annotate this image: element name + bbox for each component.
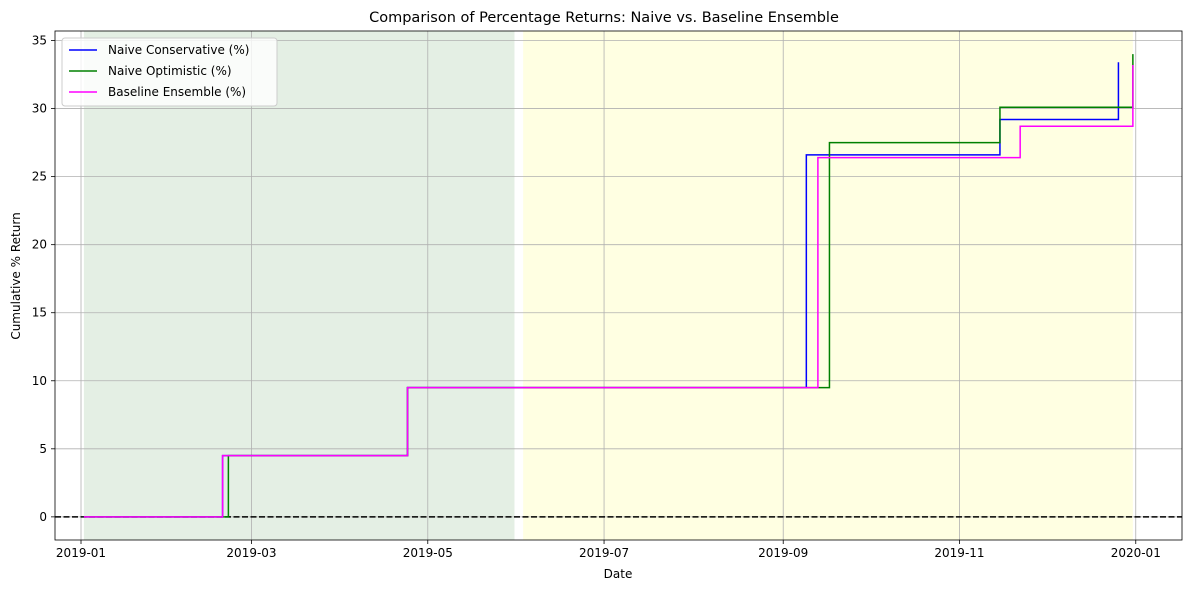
y-tick-label: 20 bbox=[32, 238, 47, 252]
x-tick-label: 2019-09 bbox=[758, 546, 808, 560]
y-tick-label: 10 bbox=[32, 374, 47, 388]
y-tick-label: 15 bbox=[32, 306, 47, 320]
y-tick-label: 0 bbox=[39, 510, 47, 524]
x-axis-ticks: 2019-01 2019-03 2019-05 2019-07 2019-09 2019-… bbox=[56, 540, 1161, 560]
y-tick-label: 25 bbox=[32, 170, 47, 184]
y-tick-label: 5 bbox=[39, 442, 47, 456]
shaded-region-2 bbox=[523, 31, 1133, 540]
series-line-2 bbox=[83, 54, 1134, 518]
legend-label-2: Naive Optimistic (%) bbox=[108, 64, 232, 78]
legend: Naive Conservative (%) Naive Optimistic (… bbox=[61, 37, 278, 107]
legend-label-1: Naive Conservative (%) bbox=[108, 43, 249, 57]
legend-box bbox=[61, 37, 278, 107]
x-tick-label: 2019-05 bbox=[403, 546, 453, 560]
shaded-region-1 bbox=[83, 31, 515, 540]
series-lines bbox=[83, 54, 1134, 518]
x-tick-label: 2019-11 bbox=[934, 546, 984, 560]
legend-label-3: Baseline Ensemble (%) bbox=[108, 85, 246, 99]
chart-title: Comparison of Percentage Returns: Naive … bbox=[369, 10, 839, 26]
x-tick-label: 2019-03 bbox=[226, 546, 276, 560]
plot-area-frame bbox=[54, 30, 1183, 541]
y-tick-label: 35 bbox=[32, 34, 47, 48]
y-axis-ticks: 0 5 10 15 20 25 30 35 bbox=[32, 34, 55, 524]
x-axis-title: Date bbox=[604, 567, 633, 581]
x-tick-label: 2019-01 bbox=[56, 546, 106, 560]
series-line-3 bbox=[83, 65, 1134, 518]
x-tick-label: 2019-07 bbox=[579, 546, 629, 560]
x-tick-label: 2020-01 bbox=[1111, 546, 1161, 560]
shaded-regions bbox=[83, 31, 1133, 540]
y-axis-title: Cumulative % Return bbox=[9, 212, 23, 339]
y-tick-label: 30 bbox=[32, 102, 47, 116]
